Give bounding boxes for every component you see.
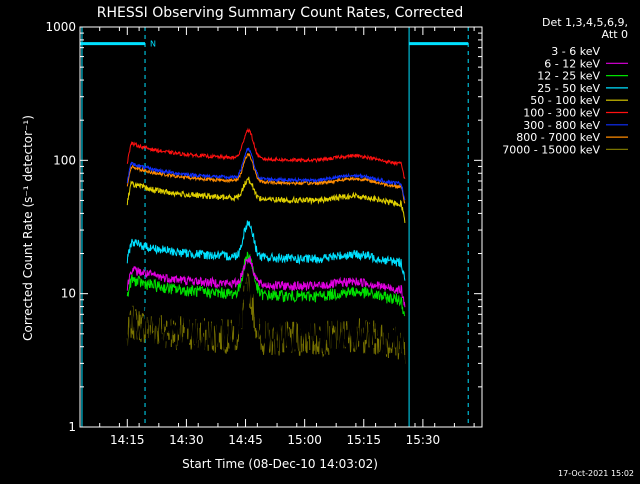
y-tick-label: 1 [68,420,76,434]
y-tick-label: 1000 [45,20,76,34]
axes: 1 10 100 1000 14:15 14:30 14:45 15:00 15:15 15:30 [45,20,483,447]
legend-label: 3 - 6 keV [551,45,600,58]
y-tick-label: 10 [61,287,76,301]
legend-label: 800 - 7000 keV [516,131,600,144]
y-tick-label: 100 [53,153,76,167]
legend-label: 50 - 100 keV [530,94,600,107]
series-line [126,147,406,201]
legend-label: 100 - 300 keV [523,107,600,120]
x-tick-label: 14:15 [110,433,145,447]
legend-header-line-2: Att 0 [602,28,628,41]
x-tick-label: 15:30 [406,433,441,447]
chart-title: RHESSI Observing Summary Count Rates, Co… [97,5,463,21]
x-tick-label: 14:45 [228,433,263,447]
series-line [126,176,406,223]
plot-area: N [80,27,469,427]
x-tick-label: 15:15 [346,433,381,447]
legend-label: 12 - 25 keV [537,70,600,83]
legend-header-line-1: Det 1,3,4,5,6,9, [542,16,628,29]
series-line [126,275,406,374]
plot-frame [79,26,483,428]
footer-timestamp: 17-Oct-2021 15:02 [558,469,634,478]
series-line [126,256,406,308]
legend-label: 6 - 12 keV [544,57,600,70]
series-line [126,220,406,281]
legend-label: 7000 - 15000 keV [502,143,600,156]
x-axis-label: Start Time (08-Dec-10 14:03:02) [182,457,378,471]
legend-label: 300 - 800 keV [523,119,600,132]
x-tick-label: 15:00 [287,433,322,447]
legend-label: 25 - 50 keV [537,82,600,95]
series-line [126,127,406,180]
y-axis-label: Corrected Count Rate (s⁻¹ detector⁻¹) [21,115,35,341]
series-line [126,152,406,204]
flag-label: N [150,40,156,49]
x-tick-label: 14:30 [169,433,204,447]
series-line [126,251,406,317]
